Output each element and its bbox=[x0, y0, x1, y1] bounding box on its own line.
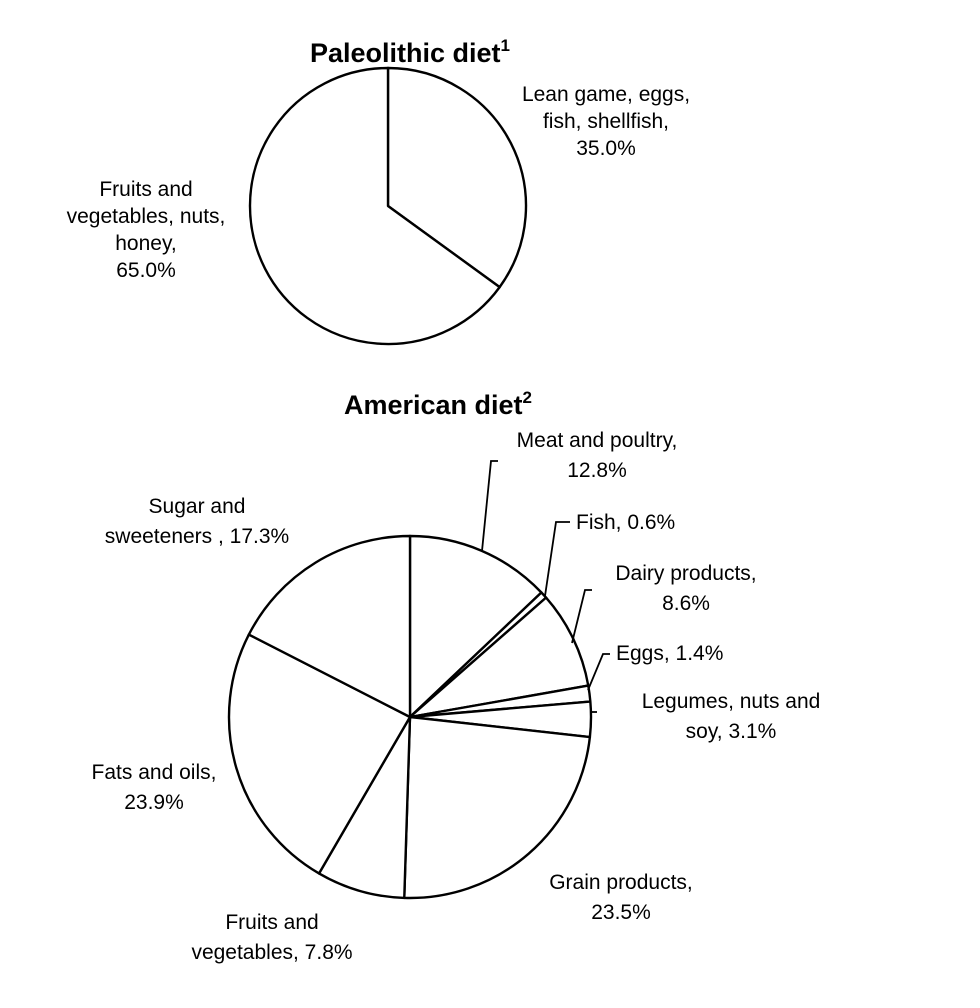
american-diet-title-superscript: 2 bbox=[523, 388, 532, 407]
american-diet-label-fish-0-6: Fish, 0.6% bbox=[576, 511, 675, 534]
american-diet-title: American diet2 bbox=[344, 388, 532, 420]
american-diet-label-fruits-and: Fruits and vegetables, 7.8% bbox=[191, 911, 352, 964]
american-diet-label-grain-products: Grain products, 23.5% bbox=[549, 871, 693, 924]
paleolithic-diet-title: Paleolithic diet1 bbox=[310, 36, 510, 68]
paleolithic-diet-label-lean-game-eggs: Lean game, eggs, fish, shellfish, 35.0% bbox=[522, 83, 690, 160]
paleolithic-diet-title-superscript: 1 bbox=[501, 36, 510, 55]
american-diet-leader-meat-and-poultry bbox=[481, 460, 498, 552]
paleolithic-diet-label-fruits-and: Fruits and vegetables, nuts, honey, 65.0% bbox=[67, 178, 226, 282]
american-diet-chart: American diet2 Meat and poultry, 12.8% Fish… bbox=[92, 388, 821, 964]
american-diet-label-sugar-and: Sugar and sweeteners , 17.3% bbox=[105, 495, 289, 548]
american-diet-slice-grain-products bbox=[403, 715, 592, 900]
american-diet-label-dairy-products: Dairy products, 8.6% bbox=[615, 562, 756, 615]
paleolithic-diet-slice-lean-game-eggs bbox=[386, 66, 528, 289]
paleolithic-diet-slice-fruits-and bbox=[248, 66, 501, 346]
american-diet-label-meat-and-poultry: Meat and poultry, 12.8% bbox=[517, 429, 678, 482]
american-diet-leader-dairy-products bbox=[571, 589, 592, 644]
american-diet-label-legumes-nuts-and: Legumes, nuts and soy, 3.1% bbox=[642, 690, 821, 743]
american-diet-leader-fish-0-6 bbox=[544, 521, 570, 597]
american-diet-leader-eggs-1-4 bbox=[587, 653, 610, 691]
american-diet-slice-sugar-and bbox=[247, 534, 412, 719]
american-diet-label-eggs-1-4: Eggs, 1.4% bbox=[616, 642, 723, 665]
american-diet-label-fats-and-oils: Fats and oils, 23.9% bbox=[92, 761, 217, 814]
paleolithic-diet-chart: Paleolithic diet1 Lean game, eggs, fish, s… bbox=[67, 36, 690, 346]
